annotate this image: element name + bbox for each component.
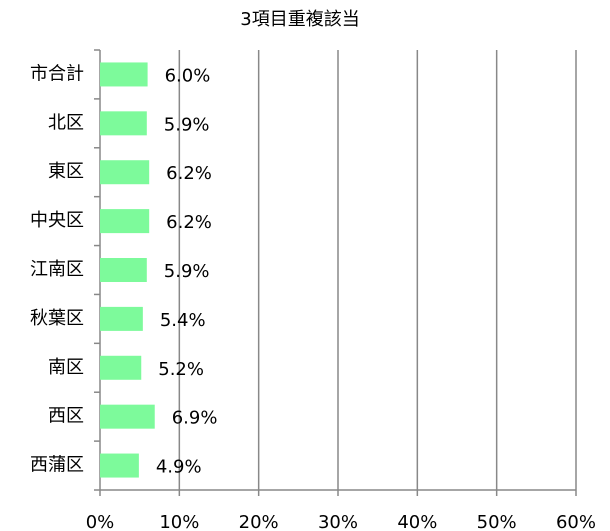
x-tick-label: 20%	[239, 512, 279, 531]
bar	[100, 306, 143, 331]
bar	[100, 258, 147, 282]
y-tick-label: 市合計	[30, 63, 84, 84]
y-tick-label: 中央区	[30, 210, 84, 231]
value-label: 5.9%	[164, 261, 210, 282]
y-tick-label: 西区	[48, 406, 84, 427]
x-tick-label: 50%	[477, 512, 517, 531]
value-label: 6.2%	[166, 163, 212, 184]
x-tick-label: 0%	[86, 512, 115, 531]
value-label: 4.9%	[156, 457, 202, 478]
bar	[100, 209, 150, 234]
value-label: 6.9%	[172, 408, 218, 429]
bar	[100, 62, 148, 87]
bar	[100, 404, 155, 429]
y-tick-label: 東区	[48, 161, 84, 182]
x-tick-label: 30%	[318, 512, 358, 531]
chart-title: 3項目重複該当	[240, 9, 359, 30]
x-tick-label: 60%	[556, 512, 596, 531]
bar	[100, 453, 139, 478]
bar	[100, 355, 142, 380]
bar	[100, 111, 147, 136]
value-label: 5.2%	[158, 359, 204, 380]
value-label: 5.9%	[164, 114, 210, 135]
x-tick-label: 10%	[159, 512, 199, 531]
value-label: 6.0%	[165, 65, 211, 86]
y-tick-label: 西蒲区	[30, 455, 84, 476]
y-tick-label: 北区	[48, 112, 84, 133]
x-tick-label: 40%	[397, 512, 437, 531]
value-label: 6.2%	[166, 212, 212, 233]
y-tick-label: 秋葉区	[30, 308, 84, 329]
bar	[100, 160, 150, 185]
y-tick-label: 南区	[48, 357, 84, 378]
y-tick-label: 江南区	[30, 259, 84, 280]
value-label: 5.4%	[160, 310, 206, 331]
